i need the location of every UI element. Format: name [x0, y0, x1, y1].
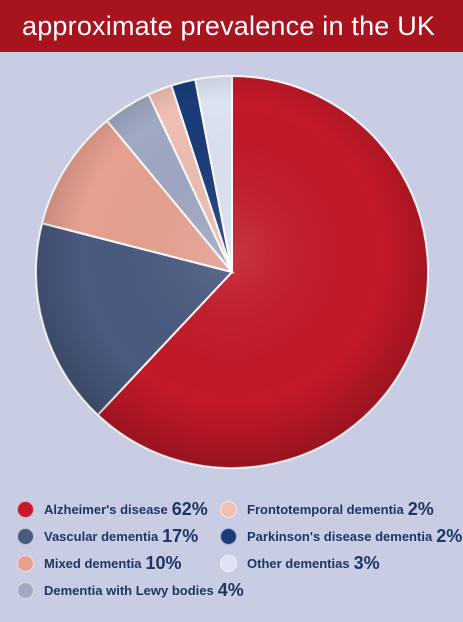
legend-item-vascular: Vascular dementia 17% — [17, 524, 198, 548]
legend-item-mixed: Mixed dementia 10% — [17, 551, 182, 575]
pie-chart — [35, 74, 429, 469]
legend-label: Dementia with Lewy bodies — [44, 582, 214, 598]
legend-item-parkinsons: Parkinson's disease dementia 2% — [220, 524, 462, 548]
legend-swatch — [17, 527, 34, 545]
chart-title: approximate prevalence in the UK — [0, 0, 463, 52]
legend-item-lewy: Dementia with Lewy bodies 4% — [17, 578, 244, 602]
legend-value: 62% — [171, 498, 208, 519]
legend-label: Mixed dementia — [44, 555, 142, 571]
legend-swatch — [220, 500, 237, 518]
legend-value: 10% — [145, 552, 182, 573]
legend-swatch — [17, 500, 34, 518]
legend-value: 17% — [162, 525, 199, 546]
legend-item-other: Other dementias 3% — [220, 551, 380, 575]
legend-item-frontotemporal: Frontotemporal dementia 2% — [220, 497, 434, 521]
legend-value: 4% — [217, 579, 244, 600]
legend-swatch — [220, 527, 237, 545]
legend-label: Alzheimer's disease — [44, 501, 168, 517]
legend-swatch — [17, 581, 34, 599]
legend-value: 2% — [407, 498, 434, 519]
legend-label: Vascular dementia — [44, 528, 159, 544]
legend-item-alzheimers: Alzheimer's disease 62% — [17, 497, 208, 521]
legend-label: Other dementias — [247, 555, 350, 571]
legend-swatch — [17, 554, 34, 572]
legend-value: 2% — [436, 525, 463, 546]
legend-value: 3% — [353, 552, 380, 573]
legend: Alzheimer's disease 62% Vascular dementi… — [0, 492, 463, 622]
legend-label: Frontotemporal dementia — [247, 501, 404, 517]
legend-swatch — [220, 554, 237, 572]
legend-label: Parkinson's disease dementia — [247, 528, 433, 544]
